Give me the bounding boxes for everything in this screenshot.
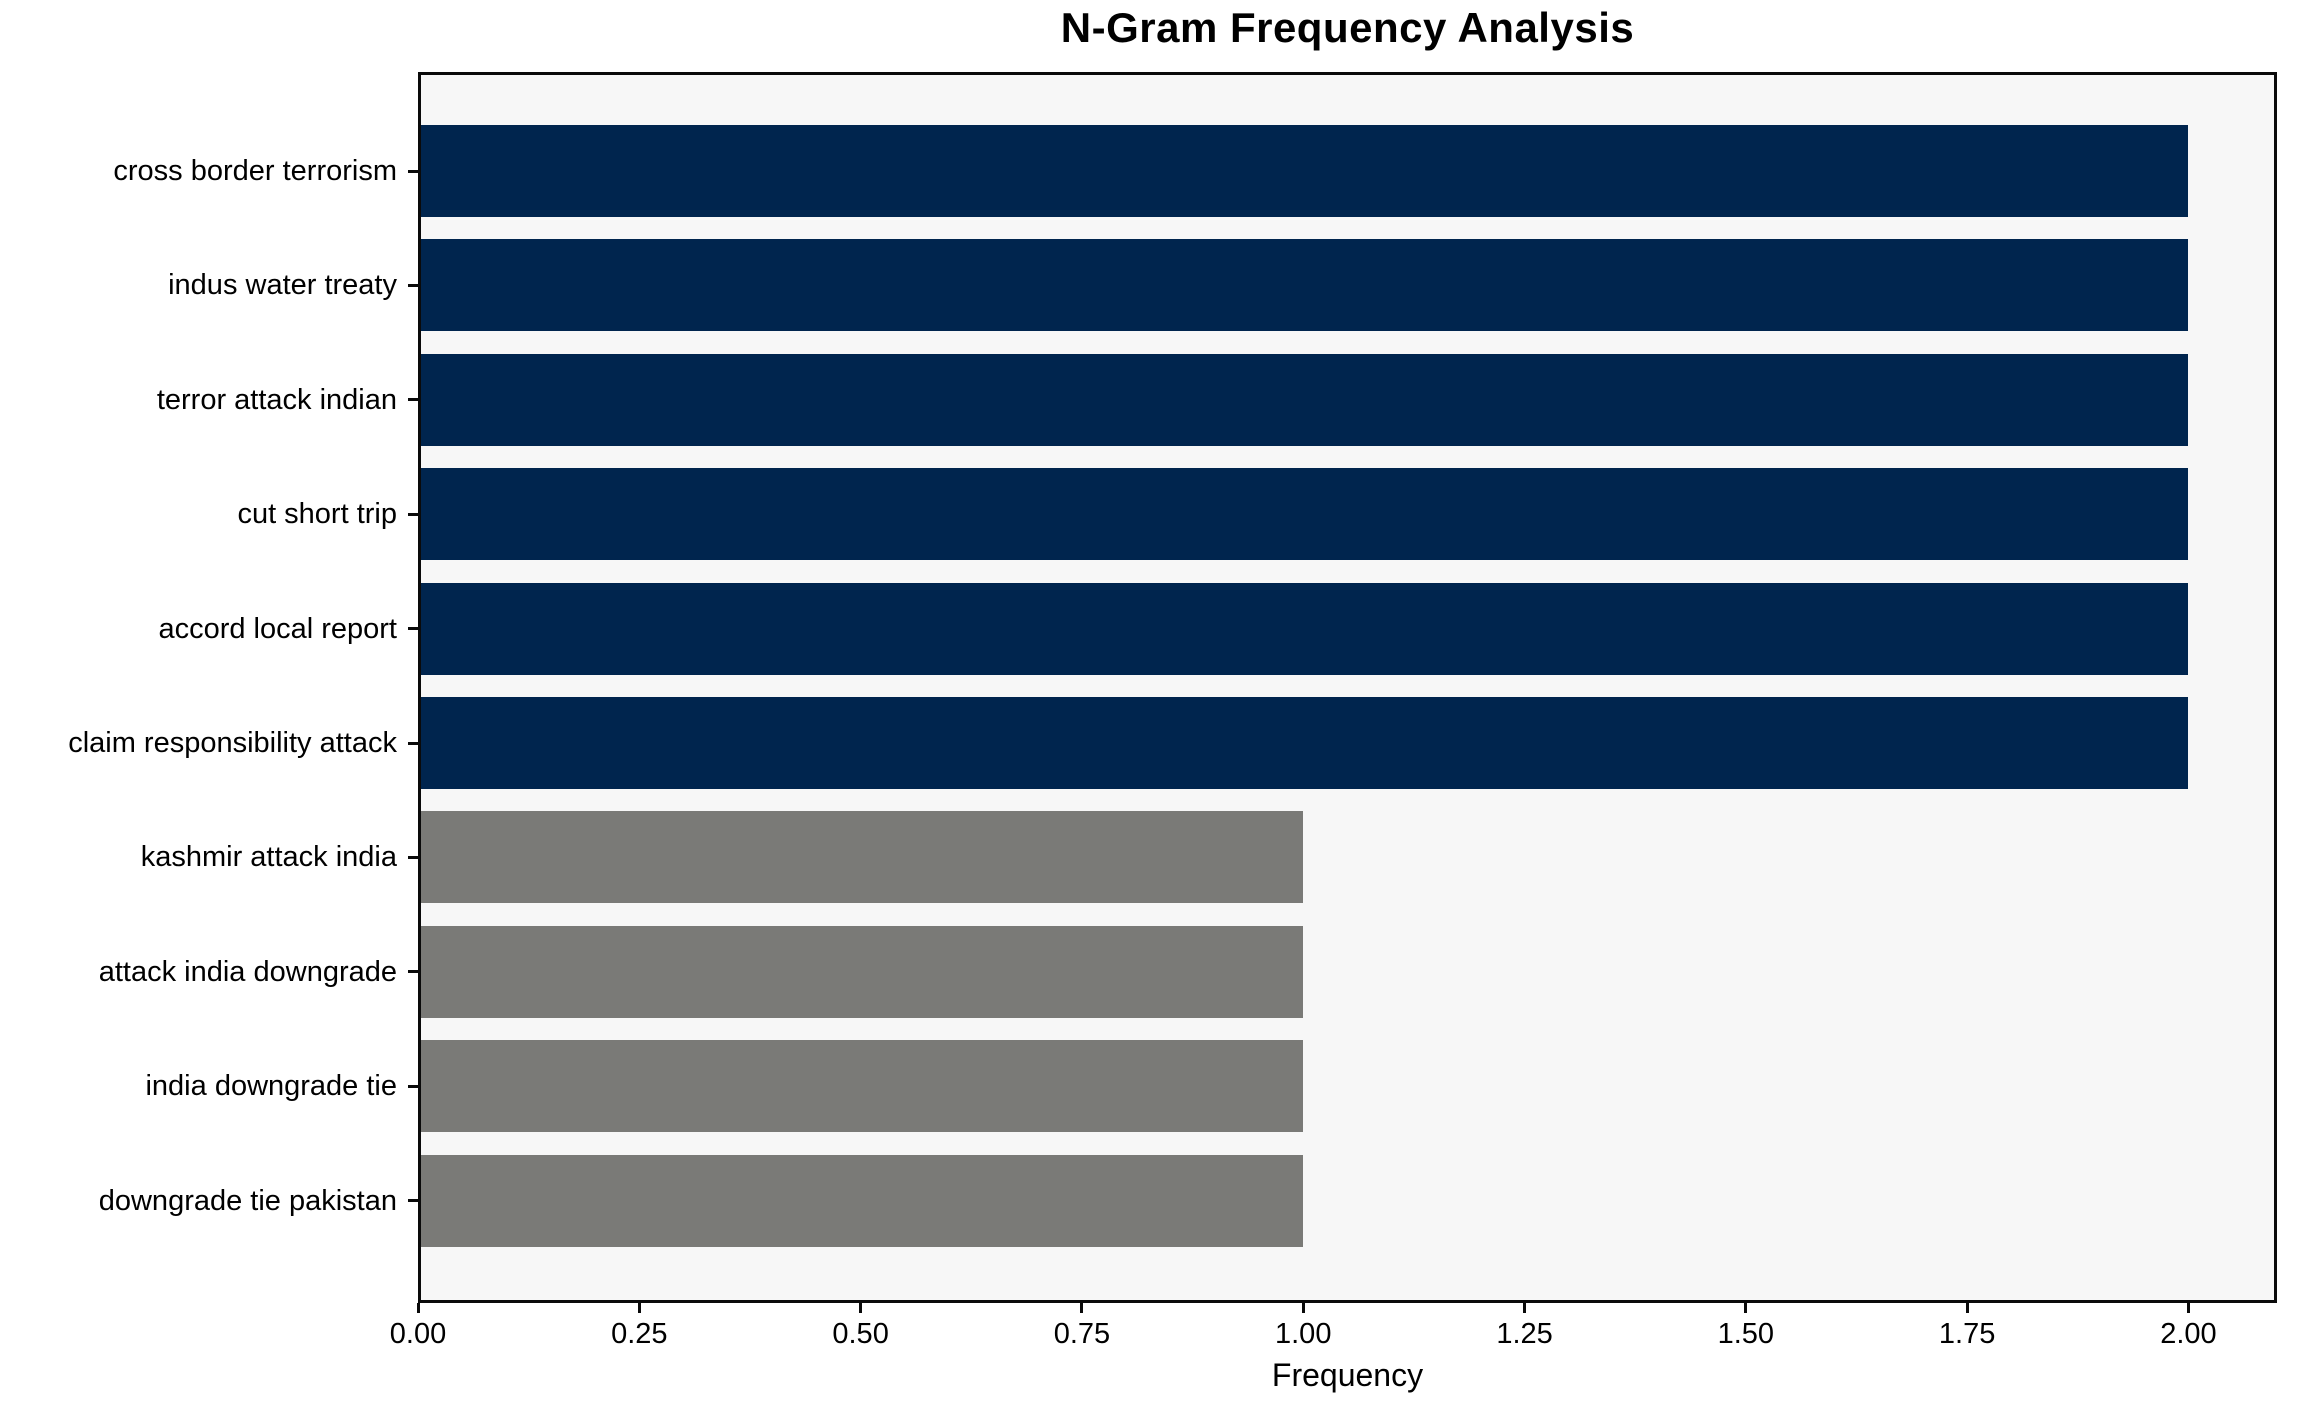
x-tick	[1523, 1303, 1527, 1313]
x-tick	[2186, 1303, 2190, 1313]
y-tick-label: terror attack indian	[156, 383, 397, 416]
bar-india-downgrade-tie	[421, 1040, 1304, 1133]
y-tick	[408, 970, 418, 974]
y-tick	[408, 398, 418, 402]
x-tick-label: 1.00	[1275, 1318, 1332, 1350]
y-tick	[408, 1199, 418, 1203]
bar-terror-attack-indian	[421, 353, 2189, 446]
x-tick	[1965, 1303, 1969, 1313]
x-tick	[1301, 1303, 1305, 1313]
y-tick	[408, 741, 418, 745]
x-tick-label: 0.25	[611, 1318, 668, 1350]
y-tick-label: accord local report	[158, 612, 397, 645]
y-tick	[408, 855, 418, 859]
y-tick	[408, 169, 418, 173]
y-tick-label: cross border terrorism	[113, 155, 397, 187]
x-tick-label: 0.00	[389, 1318, 447, 1350]
bar-kashmir-attack-india	[421, 811, 1304, 904]
y-tick-label: attack india downgrade	[98, 955, 397, 988]
bar-cut-short-trip	[421, 468, 2189, 561]
y-tick	[408, 283, 418, 287]
x-tick	[859, 1303, 863, 1313]
x-tick	[637, 1303, 641, 1313]
x-tick-label: 0.50	[832, 1318, 889, 1350]
x-tick	[1080, 1303, 1084, 1313]
bar-downgrade-tie-pakistan	[421, 1154, 1304, 1247]
chart-title: N-Gram Frequency Analysis	[1060, 4, 1635, 51]
x-tick-label: 1.75	[1938, 1318, 1996, 1350]
y-tick	[408, 512, 418, 516]
y-tick-label: india downgrade tie	[145, 1070, 397, 1103]
x-tick	[416, 1303, 420, 1313]
x-tick	[1744, 1303, 1748, 1313]
bar-claim-responsibility-attack	[421, 697, 2189, 789]
y-tick	[408, 1084, 418, 1088]
bar-attack-india-downgrade	[421, 925, 1304, 1018]
x-tick-label: 2.00	[2160, 1318, 2217, 1350]
y-tick-label: downgrade tie pakistan	[98, 1184, 397, 1217]
y-tick-label: claim responsibility attack	[68, 727, 397, 759]
bar-indus-water-treaty	[421, 239, 2189, 332]
y-tick-label: cut short trip	[237, 498, 397, 531]
y-tick-label: indus water treaty	[168, 269, 397, 302]
y-tick	[408, 627, 418, 631]
bar-cross-border-terrorism	[421, 125, 2189, 217]
plot-area	[418, 72, 2277, 1303]
x-tick-label: 1.50	[1717, 1318, 1775, 1350]
x-axis-title: Frequency	[1271, 1357, 1424, 1393]
x-tick-label: 0.75	[1053, 1318, 1111, 1350]
bar-accord-local-report	[421, 582, 2189, 675]
x-tick-label: 1.25	[1496, 1318, 1553, 1350]
y-tick-label: kashmir attack india	[140, 841, 397, 874]
